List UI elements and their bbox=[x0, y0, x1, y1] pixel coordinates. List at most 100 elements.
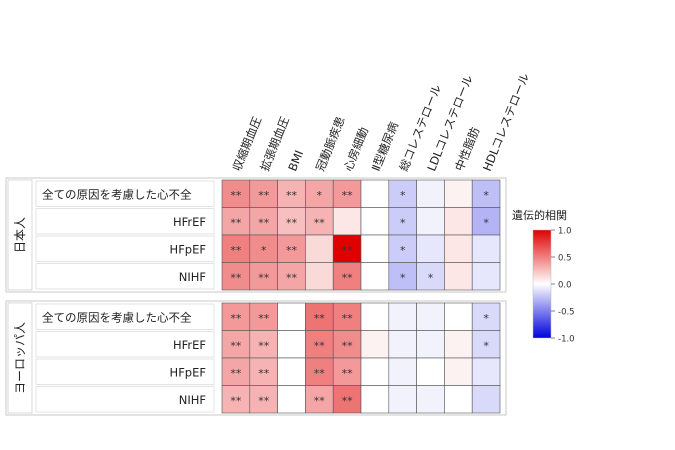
heatmap-cell bbox=[471, 302, 501, 331]
significance-mark: * bbox=[317, 189, 323, 202]
significance-mark: ** bbox=[258, 216, 270, 229]
row-label-box bbox=[35, 386, 215, 413]
heatmap-cell bbox=[305, 385, 334, 414]
heatmap-cell bbox=[388, 179, 417, 208]
row-label: HFpEF bbox=[170, 242, 206, 256]
significance-mark: * bbox=[400, 189, 406, 202]
legend-tick-label: 0.0 bbox=[558, 281, 572, 291]
row-label-box bbox=[35, 180, 215, 207]
significance-mark: ** bbox=[230, 216, 242, 229]
heatmap-cell bbox=[249, 262, 278, 291]
significance-mark: * bbox=[483, 339, 489, 352]
significance-mark: ** bbox=[230, 312, 242, 325]
significance-mark: ** bbox=[342, 394, 354, 407]
heatmap-cell bbox=[305, 234, 334, 263]
heatmap-cell bbox=[221, 179, 251, 208]
legend-tick-label: -1.0 bbox=[558, 335, 575, 345]
heatmap-cell bbox=[305, 179, 334, 208]
row-label: HFpEF bbox=[170, 365, 206, 379]
heatmap-cell bbox=[471, 385, 501, 414]
row-label-box bbox=[35, 208, 215, 235]
row-label-box bbox=[35, 235, 215, 262]
heatmap-cell bbox=[360, 357, 390, 386]
heatmap-cell bbox=[416, 330, 445, 359]
significance-mark: * bbox=[428, 271, 434, 284]
significance-mark: * bbox=[400, 216, 406, 229]
significance-mark: ** bbox=[230, 339, 242, 352]
heatmap-cell bbox=[416, 262, 445, 291]
significance-mark: ** bbox=[258, 339, 270, 352]
heatmap-cell bbox=[416, 357, 445, 386]
heatmap-cell bbox=[471, 357, 501, 386]
heatmap-cell bbox=[221, 302, 251, 331]
column-label: BMI bbox=[285, 148, 306, 173]
heatmap-cell bbox=[305, 262, 334, 291]
legend-title: 遺伝的相関 bbox=[512, 208, 567, 222]
heatmap-cell bbox=[388, 330, 417, 359]
heatmap-cell bbox=[277, 330, 306, 359]
significance-mark: ** bbox=[230, 189, 242, 202]
legend-tick-label: -0.5 bbox=[558, 308, 575, 318]
heatmap-cell bbox=[416, 207, 445, 236]
significance-mark: ** bbox=[258, 367, 270, 380]
heatmap-cell bbox=[444, 330, 473, 359]
column-label: Ⅱ型糖尿病 bbox=[369, 120, 402, 174]
group-label: 日本人 bbox=[13, 217, 27, 253]
significance-mark: ** bbox=[286, 216, 298, 229]
heatmap-cell bbox=[388, 385, 417, 414]
heatmap-cell bbox=[305, 302, 334, 331]
significance-mark: ** bbox=[230, 394, 242, 407]
significance-mark: ** bbox=[314, 394, 326, 407]
color-legend: 遺伝的相関 1.0 0.5 0.0 -0.5 -1.0 bbox=[512, 208, 575, 345]
group-label: ヨーロッパ人 bbox=[13, 322, 27, 394]
heatmap-cell bbox=[360, 207, 390, 236]
heatmap-cell bbox=[444, 357, 473, 386]
significance-mark: ** bbox=[286, 244, 298, 257]
heatmap-cell bbox=[444, 262, 473, 291]
heatmap-cell bbox=[277, 302, 306, 331]
significance-mark: ** bbox=[342, 312, 354, 325]
row-label: HFrEF bbox=[173, 338, 206, 352]
significance-mark: ** bbox=[286, 189, 298, 202]
significance-mark: * bbox=[483, 216, 489, 229]
heatmap-cell bbox=[360, 262, 390, 291]
significance-mark: ** bbox=[286, 271, 298, 284]
heatmap-cell bbox=[444, 207, 473, 236]
heatmap-cell bbox=[444, 234, 473, 263]
row-label: HFrEF bbox=[173, 215, 206, 229]
row-label: NIHF bbox=[179, 393, 206, 407]
heatmap-cell bbox=[360, 302, 390, 331]
significance-mark: ** bbox=[230, 367, 242, 380]
panel-frame bbox=[5, 177, 507, 293]
significance-mark: ** bbox=[342, 244, 354, 257]
heatmap-cell bbox=[388, 302, 417, 331]
significance-mark: ** bbox=[258, 189, 270, 202]
significance-mark: ** bbox=[230, 271, 242, 284]
row-label-box bbox=[35, 303, 215, 330]
heatmap-cell bbox=[277, 357, 306, 386]
heatmap-cell bbox=[416, 385, 445, 414]
significance-mark: ** bbox=[314, 339, 326, 352]
significance-mark: * bbox=[483, 312, 489, 325]
row-label: 全ての原因を考慮した心不全 bbox=[42, 187, 192, 201]
significance-mark: ** bbox=[258, 312, 270, 325]
column-label: HDLコレステロール bbox=[480, 71, 532, 173]
heatmap-cell bbox=[332, 207, 362, 236]
heatmap-cell bbox=[277, 262, 306, 291]
row-label-box bbox=[35, 263, 215, 290]
group-label-box bbox=[7, 302, 33, 414]
significance-mark: ** bbox=[342, 367, 354, 380]
heatmap-cell bbox=[388, 357, 417, 386]
heatmap-cell bbox=[416, 234, 445, 263]
heatmap-cell bbox=[360, 179, 390, 208]
heatmap-cell bbox=[416, 179, 445, 208]
heatmap-cell bbox=[249, 385, 278, 414]
heatmap-cell bbox=[388, 207, 417, 236]
row-label: NIHF bbox=[179, 270, 206, 284]
heatmap-cell bbox=[360, 330, 390, 359]
significance-mark: * bbox=[400, 271, 406, 284]
heatmap-cell bbox=[471, 262, 501, 291]
